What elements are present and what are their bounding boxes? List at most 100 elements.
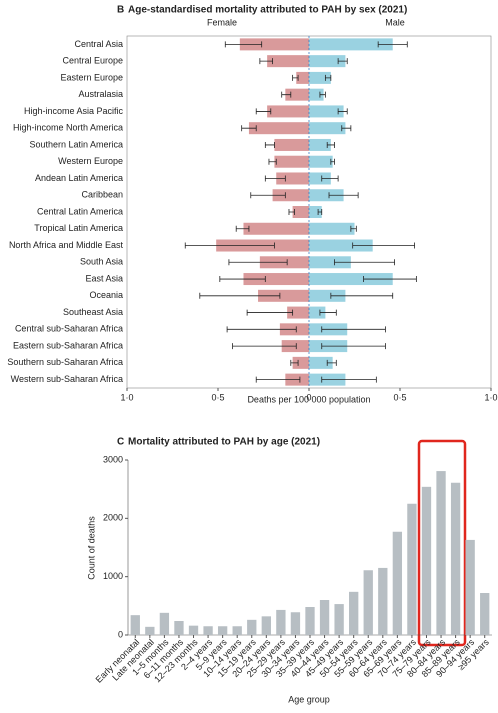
panel-letter: B [117,5,124,16]
error-bar [232,343,297,350]
bar [309,122,346,135]
error-bar [330,158,335,165]
error-bar [255,108,272,115]
category-label: Central Europe [62,56,123,66]
bar [349,591,359,635]
category-label: Tropical Latin America [34,223,123,233]
bar [309,38,393,51]
error-bar [228,259,288,266]
category-label: Eastern Europe [60,72,123,82]
bar [292,206,309,218]
bar [309,222,355,235]
bar [392,531,403,635]
y-tick-label: 3000 [103,454,123,464]
category-label: Caribbean [81,190,123,200]
error-bar [250,192,286,199]
y-tick-label: 0 [118,629,123,639]
category-label: High-income Asia Pacific [24,106,124,116]
bar [363,570,373,635]
error-bar [319,91,326,98]
x-tick-label: 1·0 [120,392,133,402]
highlight-box [417,439,467,647]
panel-letter: C [117,437,124,448]
bar [159,612,170,635]
bar [309,356,333,369]
category-label: Southern Latin America [29,139,123,149]
error-bar [350,225,357,232]
bar [480,593,490,635]
error-bar [377,41,408,48]
bar [309,55,346,68]
error-bar [241,125,257,132]
bar [174,621,184,635]
error-bar [224,41,263,48]
error-bar [319,309,337,316]
error-bar [235,225,250,232]
error-bar [290,359,299,366]
x-tick-label: 0·5 [393,392,406,402]
bar [203,626,213,635]
error-bar [321,175,339,182]
error-bar [321,343,386,350]
x-axis-label: Age group [288,694,330,704]
category-label: South Asia [80,257,123,267]
category-label: North Africa and Middle East [9,240,124,250]
bar [276,609,286,635]
bar [407,503,417,635]
error-bar [324,74,332,81]
error-bar [268,158,277,165]
bar [309,138,331,151]
error-bar [328,192,359,199]
bar [272,189,309,202]
bar [450,482,461,635]
bar [309,306,326,319]
category-label: High-income North America [13,123,123,133]
legend-label: Male [385,17,405,27]
error-bar [292,74,299,81]
x-tick-label: 0 [306,392,311,402]
category-label: Southern sub-Saharan Africa [7,357,123,367]
category-label: Central sub-Saharan Africa [15,324,123,334]
y-axis-label: Count of deaths [86,516,96,580]
error-bar [330,292,394,299]
error-bar [184,242,275,249]
bar [130,615,140,635]
bar [305,607,315,635]
bar [267,105,309,118]
category-label: Australasia [78,89,123,99]
category-label: Western sub-Saharan Africa [11,374,123,384]
bar [421,486,432,635]
bar [258,289,309,302]
error-bar [246,309,294,316]
error-bar [199,292,281,299]
error-bar [219,276,266,283]
bar [309,206,322,218]
bar [239,38,309,51]
chart-title: Mortality attributed to PAH by age (2021… [128,437,320,448]
bar [217,626,228,635]
error-bar [226,326,297,333]
bar [309,105,344,118]
x-axis-label: Deaths per 100 000 population [247,394,370,404]
category-label: Western Europe [58,156,123,166]
bar [290,612,301,635]
error-bar [288,209,295,215]
bar [465,539,475,635]
bar [309,239,373,252]
bar [274,138,309,151]
legend-label: Female [207,17,237,27]
bar [243,222,309,235]
bar [296,71,309,84]
error-bar [281,91,292,98]
bar [261,616,271,635]
bar [309,172,331,185]
bar [309,189,344,202]
bar [248,122,309,135]
bar [285,88,309,101]
error-bar [326,359,337,366]
bar [145,626,155,635]
category-label: Eastern sub-Saharan Africa [13,340,123,350]
error-bar [337,58,348,65]
category-label: Southeast Asia [63,307,123,317]
